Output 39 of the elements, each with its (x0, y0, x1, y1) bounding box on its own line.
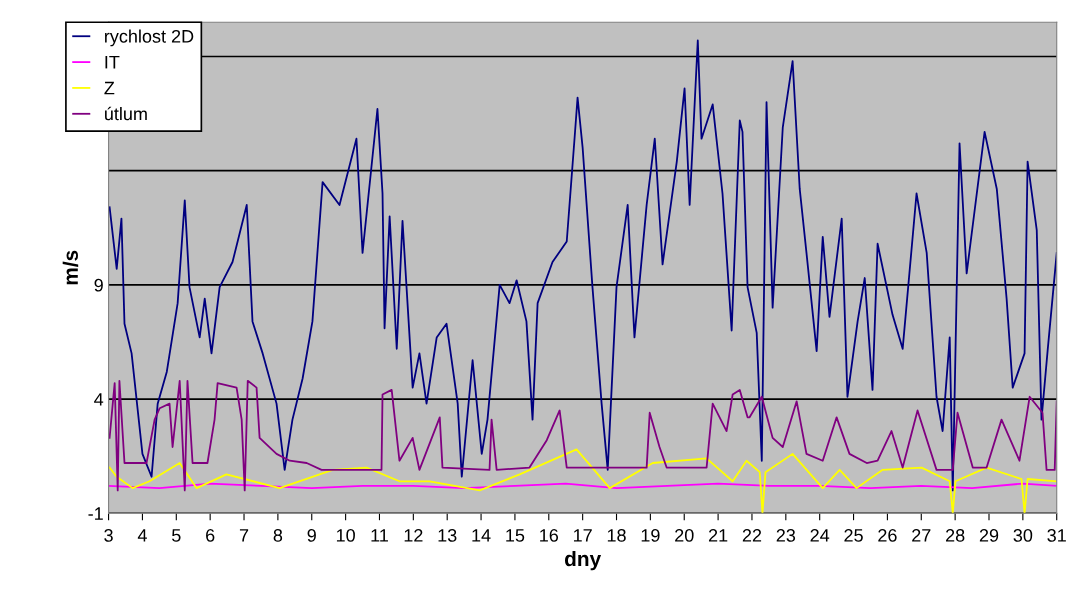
x-tick-label: 30 (1013, 529, 1033, 542)
x-tick-label: 28 (946, 529, 965, 542)
x-tick-label: 16 (540, 529, 559, 542)
x-tick-label: 11 (371, 529, 388, 542)
x-tick-label: 7 (239, 529, 249, 542)
x-tick-label: 17 (573, 529, 592, 542)
x-tick-label: 21 (708, 529, 728, 542)
x-tick-label: 14 (472, 529, 491, 542)
x-tick-label: 29 (979, 529, 999, 542)
legend-label: IT (105, 55, 120, 69)
x-tick-label: 10 (336, 529, 355, 542)
x-tick-label: 3 (104, 529, 113, 542)
y-tick-label: 9 (94, 278, 103, 292)
legend-label: útlum (105, 106, 147, 121)
x-tick-label: 12 (404, 529, 423, 542)
x-axis-title: dny (564, 550, 602, 571)
legend-label: Z (104, 81, 115, 95)
x-tick-label: 6 (206, 529, 215, 542)
x-tick-label: 25 (844, 529, 863, 542)
y-tick-label: -1 (88, 507, 103, 520)
x-tick-label: 5 (172, 529, 181, 542)
x-tick-label: 9 (307, 529, 316, 542)
x-tick-label: 8 (273, 529, 283, 542)
x-tick-label: 4 (137, 529, 147, 542)
line-series (108, 379, 1057, 492)
x-tick-label: 20 (675, 529, 694, 542)
x-tick-label: 31 (1047, 529, 1066, 542)
x-tick-label: 18 (607, 529, 626, 542)
legend-label: rychlost 2D (105, 29, 194, 47)
x-tick-label: 27 (912, 529, 931, 542)
x-tick-label: 23 (776, 529, 796, 542)
x-tick-label: 24 (810, 529, 830, 542)
x-tick-label: 13 (438, 529, 457, 542)
x-tick-label: 22 (742, 529, 762, 542)
y-tick-label: 4 (94, 393, 104, 406)
y-axis-title: m/s (62, 250, 79, 285)
x-tick-label: 26 (878, 529, 897, 542)
x-tick-label: 19 (641, 529, 660, 542)
x-tick-label: 15 (506, 529, 525, 542)
